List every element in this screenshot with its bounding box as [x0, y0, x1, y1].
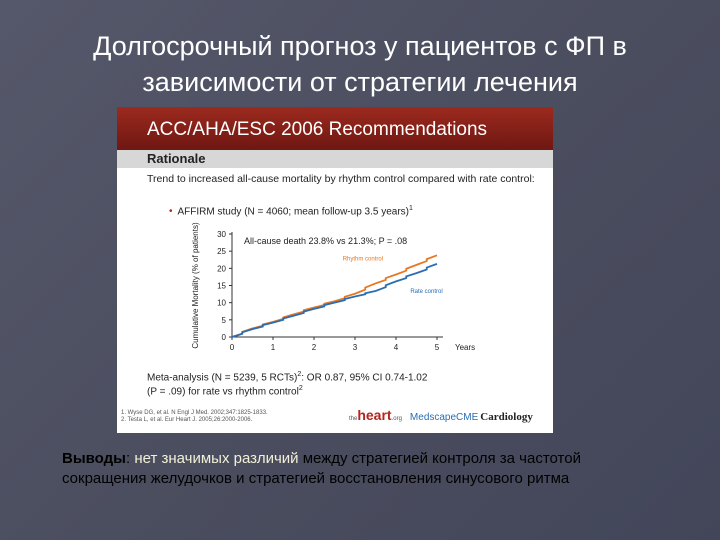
- conclusion-rest: между стратегией контроля за частотой со…: [62, 450, 581, 487]
- affirm-bullet: • AFFIRM study (N = 4060; mean follow-up …: [169, 205, 529, 217]
- meta-line1-rest: : OR 0.87, 95% CI 0.74-1.02: [301, 372, 428, 384]
- x-tick-label: 0: [230, 343, 235, 352]
- y-tick-label: 25: [217, 247, 226, 256]
- affirm-bullet-ref: 1: [409, 205, 413, 212]
- panel-header: ACC/AHA/ESC 2006 Recommendations: [117, 107, 553, 150]
- conclusion-sep: :: [125, 450, 135, 467]
- heart-logo: heart: [357, 407, 392, 423]
- y-tick-label: 20: [217, 264, 226, 273]
- panel-subheader-text: Rationale: [147, 151, 206, 166]
- affirm-bullet-text: AFFIRM study (N = 4060; mean follow-up 3…: [177, 206, 409, 218]
- chart-labels: Years Cumulative Mortality (% of patients…: [191, 222, 475, 352]
- recommendations-panel: ACC/AHA/ESC 2006 Recommendations Rationa…: [117, 107, 553, 433]
- conclusion-text: Выводы: нет значимых различий между стра…: [62, 449, 642, 489]
- chart-ticks: 0 5 10 15 20 25 30 0 1 2 3 4 5: [217, 230, 440, 352]
- x-tick-label: 2: [312, 343, 317, 352]
- meta-line1: Meta-analysis (N = 5239, 5 RCTs): [147, 372, 298, 384]
- x-axis-label: Years: [455, 343, 475, 352]
- y-tick-label: 10: [217, 299, 226, 308]
- y-tick-label: 0: [222, 333, 227, 342]
- logo-heart-small: the: [349, 416, 358, 422]
- chart-axes: [231, 232, 443, 338]
- chart-lines: [231, 254, 438, 338]
- cardiology-logo: Cardiology: [480, 411, 533, 423]
- x-tick-label: 4: [394, 343, 399, 352]
- meta-analysis-text: Meta-analysis (N = 5239, 5 RCTs)2: OR 0.…: [147, 369, 547, 398]
- meta-line2: (P = .09) for rate vs rhythm control: [147, 386, 299, 398]
- conclusion-key: Выводы: [62, 450, 126, 467]
- y-tick-label: 30: [217, 230, 226, 239]
- conclusion-highlight: нет значимых различий: [134, 450, 299, 467]
- meta-ref1: 2: [297, 371, 302, 378]
- panel-header-text: ACC/AHA/ESC 2006 Recommendations: [147, 119, 488, 140]
- y-tick-label: 5: [222, 316, 227, 325]
- bullet-dot-icon: •: [169, 206, 173, 218]
- rate-control-label: Rate control: [410, 289, 442, 295]
- chart-annotation: All-cause death 23.8% vs 21.3%; P = .08: [244, 236, 407, 246]
- meta-ref2: 2: [298, 385, 303, 393]
- slide-title: Долгосрочный прогноз у пациентов с ФП в …: [93, 31, 627, 97]
- rationale-text: Trend to increased all-cause mortality b…: [147, 173, 535, 185]
- rhythm-control-label: Rhythm control: [343, 256, 383, 262]
- logo-heart-org: .org: [391, 416, 402, 422]
- x-tick-label: 3: [353, 343, 358, 352]
- rate-control-line: [231, 263, 438, 338]
- reference-1: 1. Wyse DG, et al. N Engl J Med. 2002;34…: [121, 410, 268, 416]
- y-tick-label: 15: [217, 282, 226, 291]
- x-tick-label: 1: [271, 343, 276, 352]
- references: 1. Wyse DG, et al. N Engl J Med. 2002;34…: [121, 410, 341, 424]
- medscape-logo: MedscapeCME: [409, 412, 479, 423]
- mortality-chart: 0 5 10 15 20 25 30 0 1 2 3 4 5 Years Cumulative Morta…: [191, 222, 475, 352]
- logos: theheart.org MedscapeCME Cardiology: [349, 407, 549, 427]
- reference-2: 2. Testa L, et al. Eur Heart J. 2005;26:…: [121, 417, 253, 423]
- panel-subheader: Rationale: [117, 150, 553, 168]
- y-axis-label: Cumulative Mortality (% of patients): [191, 222, 200, 349]
- x-tick-label: 5: [435, 343, 440, 352]
